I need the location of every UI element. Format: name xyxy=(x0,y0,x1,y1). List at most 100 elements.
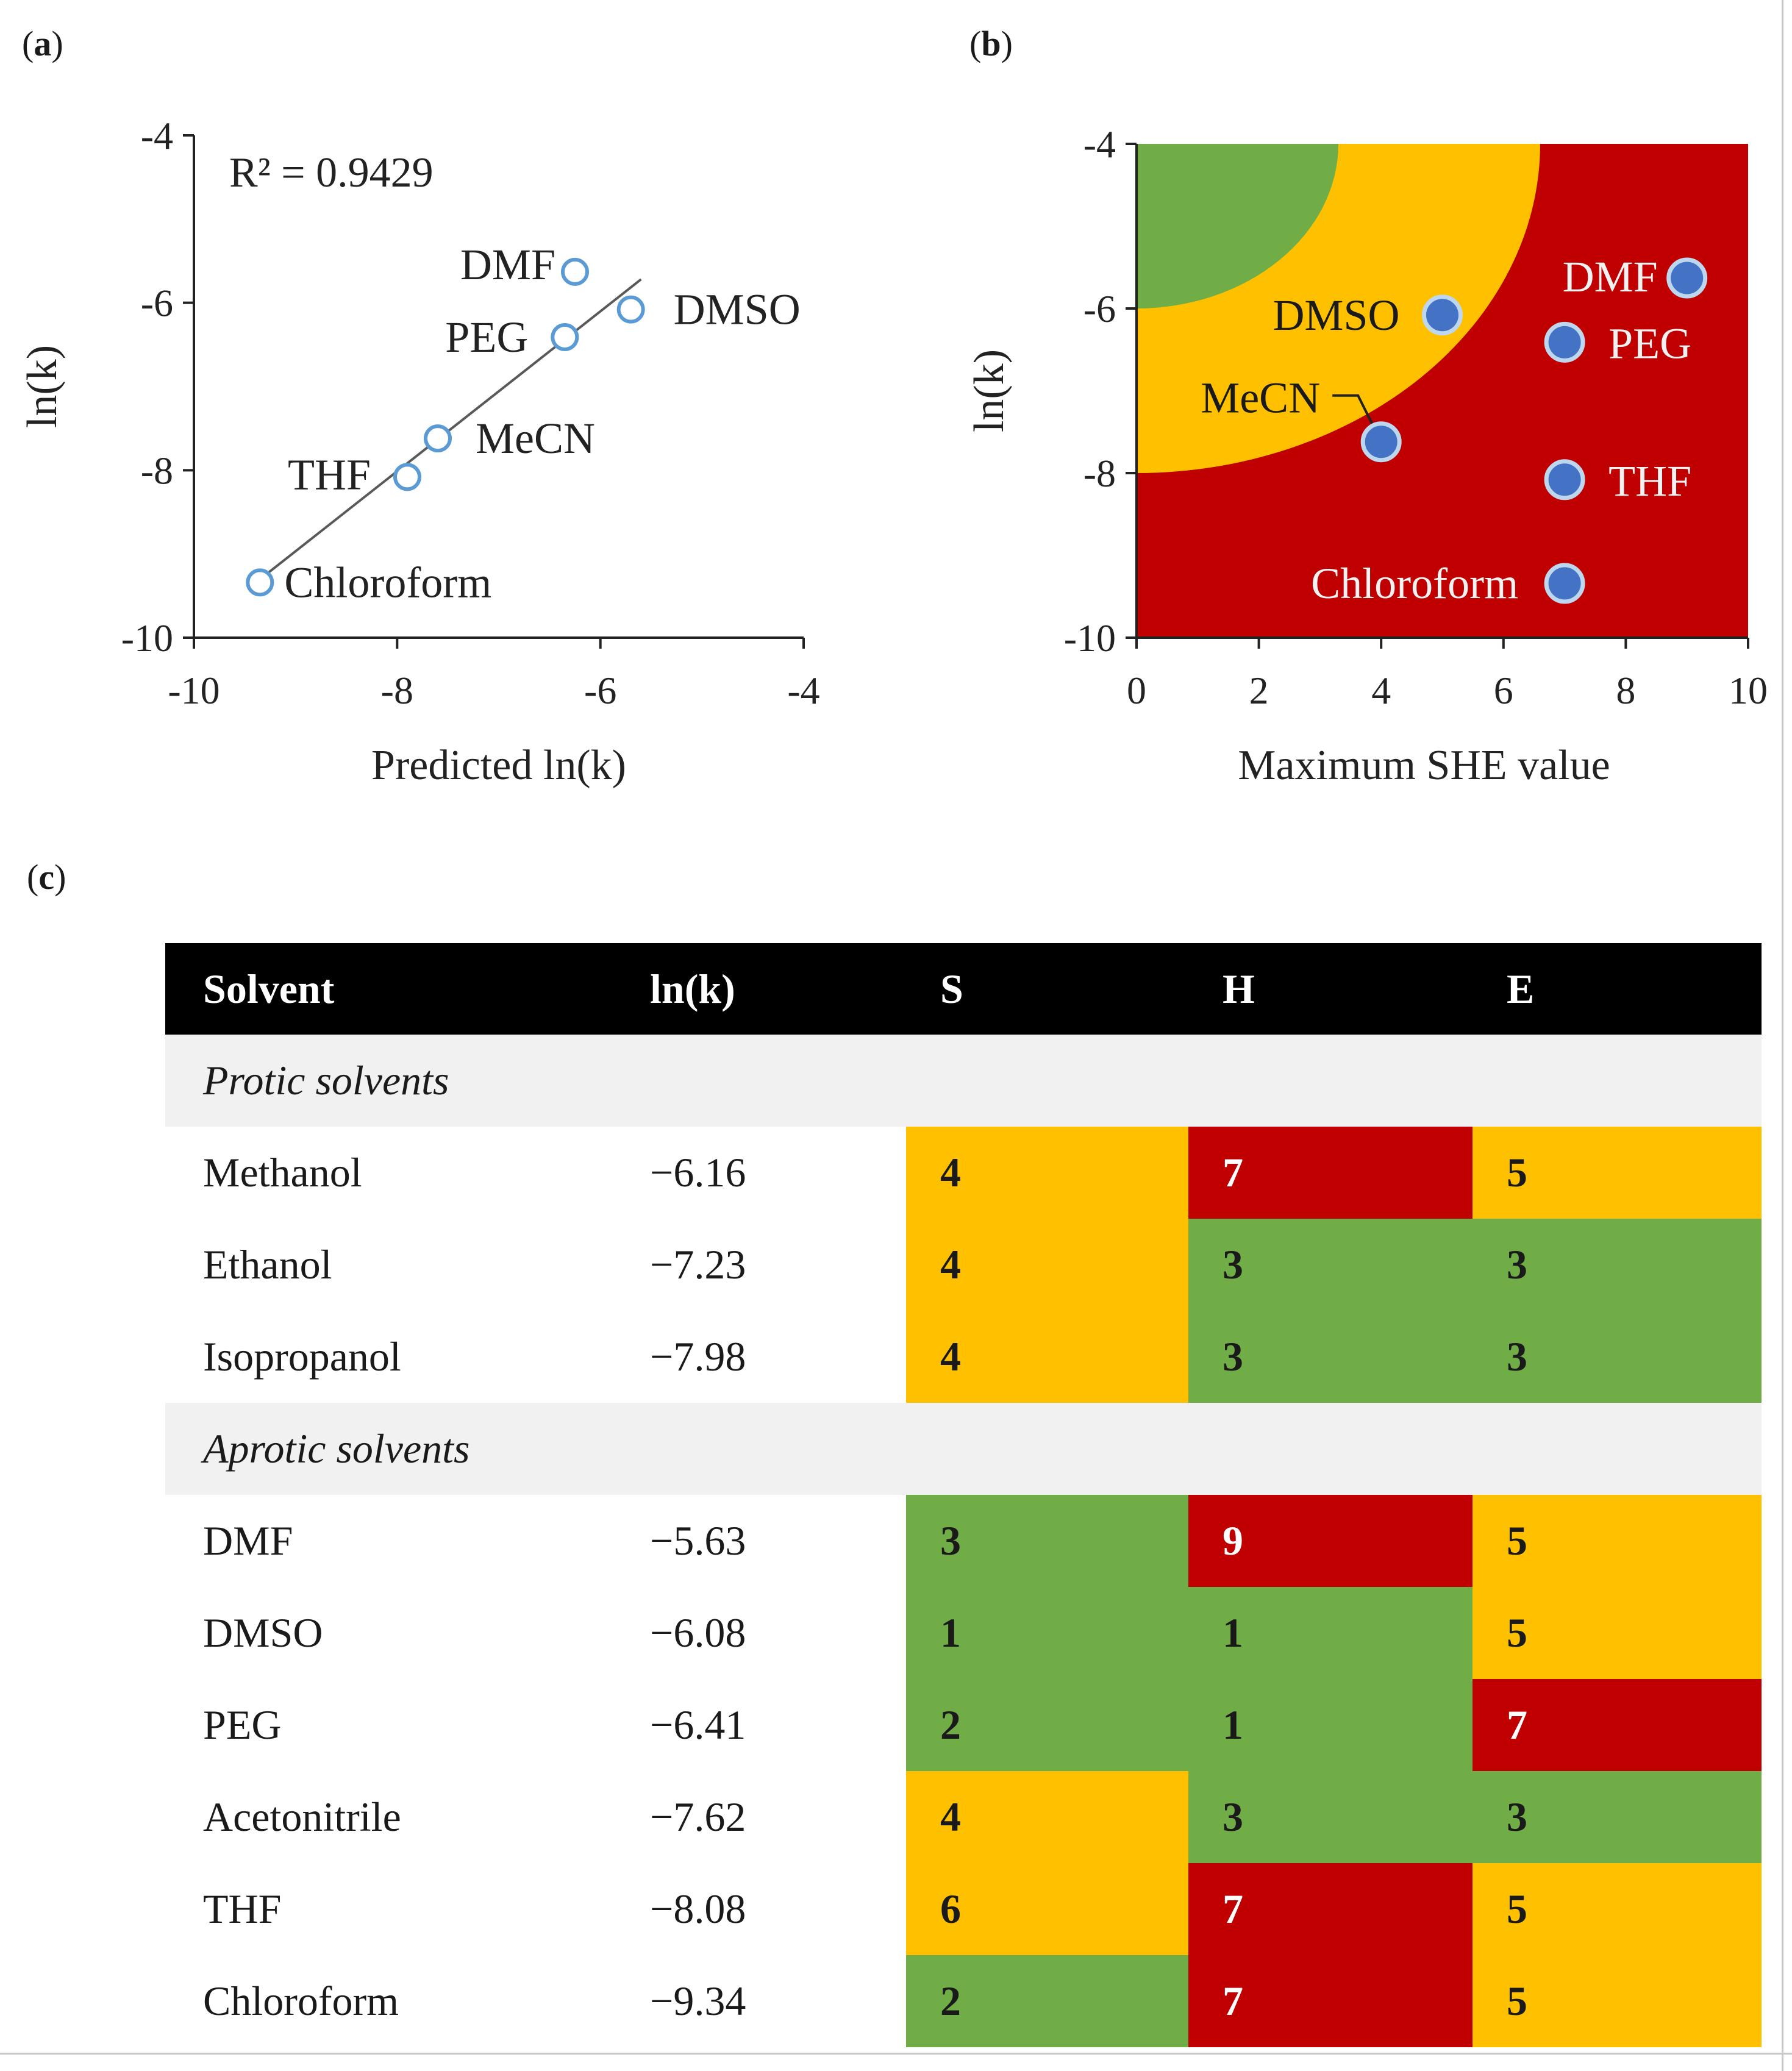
data-point xyxy=(246,568,274,597)
chart-a: -4 -6 -8 -10 -10 -8 -6 -4 Predicted ln(k) ln(k) R²… xyxy=(19,114,820,789)
e-score-cell: 3 xyxy=(1473,1311,1762,1403)
x-tick-label: 0 xyxy=(1127,669,1146,712)
x-tick-label: 6 xyxy=(1494,669,1513,712)
column-header: Solvent xyxy=(165,943,633,1035)
table-row: Methanol −6.16 4 7 5 xyxy=(165,1127,1762,1219)
panel-a-paren-close: ) xyxy=(51,24,63,63)
data-label: THF xyxy=(288,450,371,499)
data-point xyxy=(551,323,579,351)
table-row: DMF −5.63 3 9 5 xyxy=(165,1495,1762,1587)
panel-b-paren-close: ) xyxy=(1001,24,1013,63)
s-score-cell: 2 xyxy=(906,1955,1188,2047)
x-tick-label: 8 xyxy=(1616,669,1635,712)
data-point xyxy=(1360,421,1402,463)
x-tick-label: -6 xyxy=(584,669,616,712)
table-group-row: Aprotic solvents xyxy=(165,1403,1762,1495)
panel-a-paren-open: ( xyxy=(22,24,34,63)
data-point xyxy=(424,424,452,453)
table-row: Acetonitrile −7.62 4 3 3 xyxy=(165,1771,1762,1863)
panel-c-paren-close: ) xyxy=(54,857,66,897)
solvent-cell: Isopropanol xyxy=(203,1333,401,1380)
table-row: Ethanol −7.23 4 3 3 xyxy=(165,1219,1762,1311)
data-label: Chloroform xyxy=(1311,559,1518,608)
r-squared-label: R² = 0.9429 xyxy=(229,149,434,196)
e-score-cell: 5 xyxy=(1473,1587,1762,1679)
s-score-cell: 4 xyxy=(906,1311,1188,1403)
chart-b: -4 -6 -8 -10 0 2 4 6 8 10 Maximum SHE value ln(k) DM… xyxy=(966,123,1768,789)
e-score-cell: 3 xyxy=(1473,1771,1762,1863)
panel-c-letter: c xyxy=(38,857,55,897)
panel-a-letter: a xyxy=(34,24,52,63)
h-score-cell: 9 xyxy=(1188,1495,1473,1587)
x-tick-label: 10 xyxy=(1729,669,1768,712)
h-score-cell: 1 xyxy=(1188,1587,1473,1679)
x-tick-label: 2 xyxy=(1249,669,1269,712)
e-score-cell: 5 xyxy=(1473,1955,1762,2047)
s-score-cell: 2 xyxy=(906,1679,1188,1771)
zone-green xyxy=(1137,144,1338,308)
solvent-cell: DMSO xyxy=(203,1609,323,1656)
lnk-cell: −7.98 xyxy=(650,1333,746,1380)
y-tick-label: -10 xyxy=(1064,616,1116,660)
lnk-cell: −6.41 xyxy=(650,1702,746,1748)
solvent-cell: PEG xyxy=(203,1702,282,1748)
e-score-cell: 3 xyxy=(1473,1219,1762,1311)
panel-label-a: (a) xyxy=(22,23,63,64)
x-axis-title: Predicted ln(k) xyxy=(371,742,626,789)
x-tick-label: -4 xyxy=(787,669,819,712)
table-body: Protic solvents Methanol −6.16 4 7 5 Ethanol −7… xyxy=(165,1035,1762,2047)
y-tick-label: -4 xyxy=(141,114,173,157)
h-score-cell: 7 xyxy=(1188,1955,1473,2047)
column-header: H xyxy=(1188,943,1473,1035)
h-score-cell: 3 xyxy=(1188,1771,1473,1863)
lnk-cell: −6.16 xyxy=(650,1149,746,1196)
data-point xyxy=(616,295,645,324)
column-header: S xyxy=(906,943,1188,1035)
y-tick-label: -6 xyxy=(141,282,173,325)
h-score-cell: 3 xyxy=(1188,1311,1473,1403)
column-header: E xyxy=(1473,943,1762,1035)
data-label: DMF xyxy=(1563,252,1658,301)
page-border-right xyxy=(1782,0,1783,2071)
s-score-cell: 4 xyxy=(906,1219,1188,1311)
table-row: DMSO −6.08 1 1 5 xyxy=(165,1587,1762,1679)
y-tick-label: -6 xyxy=(1083,287,1116,330)
y-tick-label: -4 xyxy=(1083,123,1116,166)
leader-line xyxy=(1332,394,1377,433)
solvent-cell: Acetonitrile xyxy=(203,1794,401,1840)
panel-label-c: (c) xyxy=(27,857,66,897)
table-row: THF −8.08 6 7 5 xyxy=(165,1863,1762,1955)
panel-b-letter: b xyxy=(981,24,1001,63)
h-score-cell: 1 xyxy=(1188,1679,1473,1771)
lnk-cell: −6.08 xyxy=(650,1609,746,1656)
table-group-row: Protic solvents xyxy=(165,1035,1762,1127)
data-point xyxy=(561,257,589,286)
solvent-cell: Chloroform xyxy=(203,1978,399,2024)
data-label: DMF xyxy=(460,240,555,289)
data-point xyxy=(393,463,421,491)
y-axis-title: ln(k) xyxy=(19,345,66,428)
column-header: ln(k) xyxy=(633,943,906,1035)
data-label: DMSO xyxy=(1273,291,1399,340)
e-score-cell: 7 xyxy=(1473,1679,1762,1771)
data-label: MeCN xyxy=(476,414,595,463)
data-label: Chloroform xyxy=(284,558,491,607)
group-label: Aprotic solvents xyxy=(165,1403,1762,1495)
table-row: Isopropanol −7.98 4 3 3 xyxy=(165,1311,1762,1403)
e-score-cell: 5 xyxy=(1473,1495,1762,1587)
lnk-cell: −7.23 xyxy=(650,1241,746,1288)
x-axis-title: Maximum SHE value xyxy=(1238,742,1610,789)
data-point xyxy=(1422,294,1463,336)
x-tick-label: -10 xyxy=(168,669,220,712)
data-label: PEG xyxy=(1608,319,1691,368)
y-tick-label: -8 xyxy=(141,449,173,492)
data-point xyxy=(1666,257,1708,299)
data-label: THF xyxy=(1608,457,1691,505)
y-tick-label: -8 xyxy=(1083,452,1116,495)
x-tick-label: 4 xyxy=(1371,669,1391,712)
lnk-cell: −8.08 xyxy=(650,1886,746,1932)
lnk-cell: −9.34 xyxy=(650,1978,746,2024)
data-point xyxy=(1544,563,1585,604)
y-axis-title: ln(k) xyxy=(966,349,1013,432)
data-label: PEG xyxy=(445,313,528,362)
